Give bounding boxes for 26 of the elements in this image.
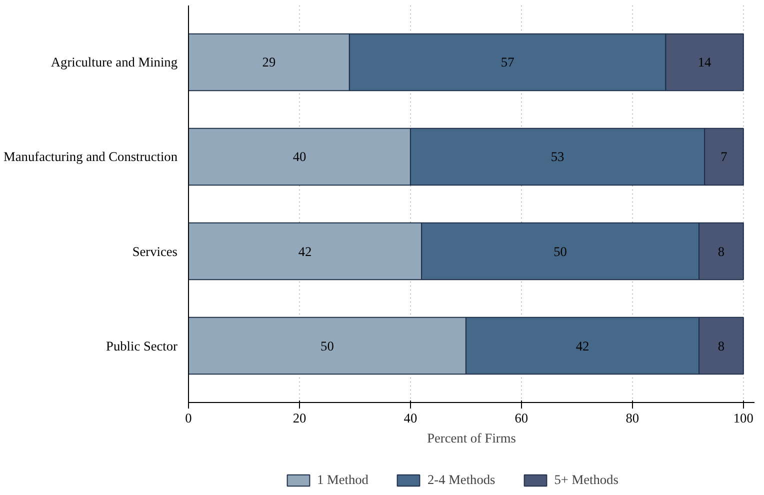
x-tick-label: 40 (404, 410, 418, 426)
data-label: 50 (554, 244, 568, 259)
data-label: 8 (718, 244, 725, 259)
x-tick-label: 100 (733, 410, 754, 426)
y-tick-label: Services (132, 244, 178, 259)
data-label: 42 (298, 244, 312, 259)
data-label: 29 (262, 54, 276, 70)
x-tick-label: 60 (514, 410, 528, 426)
data-label: 8 (718, 338, 725, 354)
data-label: 7 (720, 149, 728, 164)
y-tick-label: Agriculture and Mining (50, 54, 178, 70)
data-label: 57 (500, 54, 515, 70)
data-label: 42 (576, 338, 590, 354)
y-tick-label: Public Sector (106, 338, 178, 354)
data-label: 53 (550, 149, 565, 164)
data-label: 50 (320, 338, 334, 354)
x-axis-title: Percent of Firms (427, 430, 516, 446)
data-label: 14 (698, 54, 712, 70)
y-tick-label: Manufacturing and Construction (4, 149, 178, 164)
x-tick-label: 80 (626, 410, 640, 426)
legend-label: 2-4 Methods (427, 472, 496, 488)
data-label: 40 (292, 149, 306, 164)
x-tick-label: 0 (185, 410, 192, 426)
legend-label: 5+ Methods (554, 472, 618, 488)
x-tick-label: 20 (292, 410, 306, 426)
legend-label: 1 Method (317, 472, 368, 488)
